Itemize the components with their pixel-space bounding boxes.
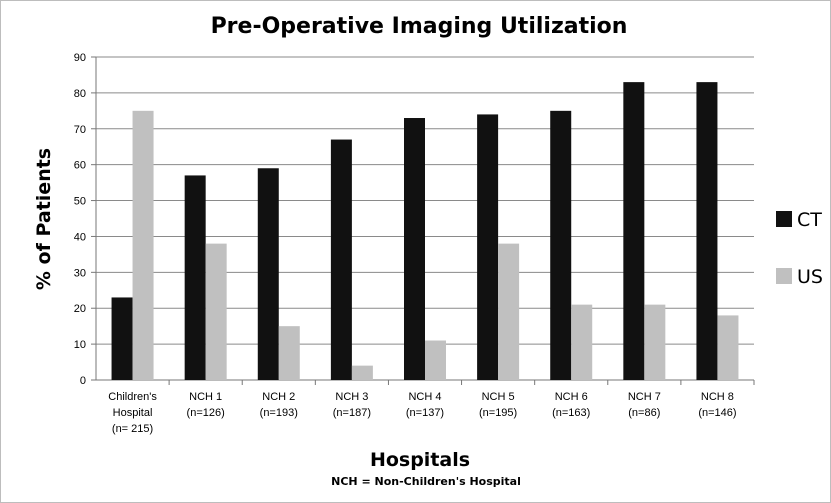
bar-us — [205, 243, 227, 380]
bar-us — [571, 304, 593, 380]
y-tick-label: 30 — [74, 267, 86, 279]
legend-swatch-ct — [776, 211, 792, 227]
x-category-label: NCH 5 (n=195) — [479, 391, 517, 419]
y-tick-label: 90 — [74, 52, 86, 64]
bar-us — [425, 340, 446, 380]
x-category-label: Children's Hospital (n= 215) — [108, 391, 157, 435]
legend-label-ct: CT — [797, 209, 822, 231]
footnote: NCH = Non-Children's Hospital — [331, 475, 521, 488]
x-axis-label: Hospitals — [370, 449, 470, 471]
bar-ct — [550, 110, 572, 380]
y-tick-label: 80 — [74, 88, 86, 100]
bar-ct — [330, 139, 352, 380]
legend-label-us: US — [797, 266, 823, 288]
bar-us — [351, 365, 373, 380]
y-tick-label: 0 — [80, 375, 86, 387]
bar-us — [278, 326, 300, 380]
y-tick-label: 50 — [74, 196, 86, 208]
y-tick-label: 20 — [74, 303, 86, 315]
x-category-label: NCH 1 (n=126) — [187, 391, 225, 419]
bar-ct — [623, 82, 645, 380]
bar-ct — [257, 168, 279, 380]
bar-us — [717, 315, 739, 380]
x-category-label: NCH 6 (n=163) — [552, 391, 590, 419]
x-axis-categories: Children's Hospital (n= 215) NCH 1 (n=126) NC… — [108, 391, 736, 435]
y-tick-label: 40 — [74, 231, 86, 243]
y-tick-label: 60 — [74, 160, 86, 172]
bar-us — [644, 304, 666, 380]
x-category-label: NCH 3 (n=187) — [333, 391, 371, 419]
bar-us — [498, 243, 520, 380]
x-category-label: NCH 4 (n=137) — [406, 391, 444, 419]
y-tick-label: 70 — [74, 124, 86, 136]
bar-ct — [111, 297, 133, 380]
bar-us — [132, 110, 154, 380]
x-category-label: NCH 2 (n=193) — [260, 391, 298, 419]
bar-ct — [696, 82, 718, 380]
y-axis-label: % of Patients — [33, 148, 55, 290]
chart-title: Pre-Operative Imaging Utilization — [211, 14, 628, 39]
legend-swatch-us — [776, 268, 792, 284]
bar-ct — [404, 118, 425, 380]
x-category-label: NCH 8 (n=146) — [698, 391, 736, 419]
bar-ct — [184, 175, 206, 380]
y-axis-ticks: 0 10 20 30 40 50 60 70 80 90 — [74, 52, 86, 387]
x-category-label: NCH 7 (n=86) — [628, 391, 661, 419]
bars — [111, 82, 739, 380]
bar-ct — [477, 114, 499, 380]
legend: CT US — [776, 209, 823, 288]
y-tick-label: 10 — [74, 339, 86, 351]
